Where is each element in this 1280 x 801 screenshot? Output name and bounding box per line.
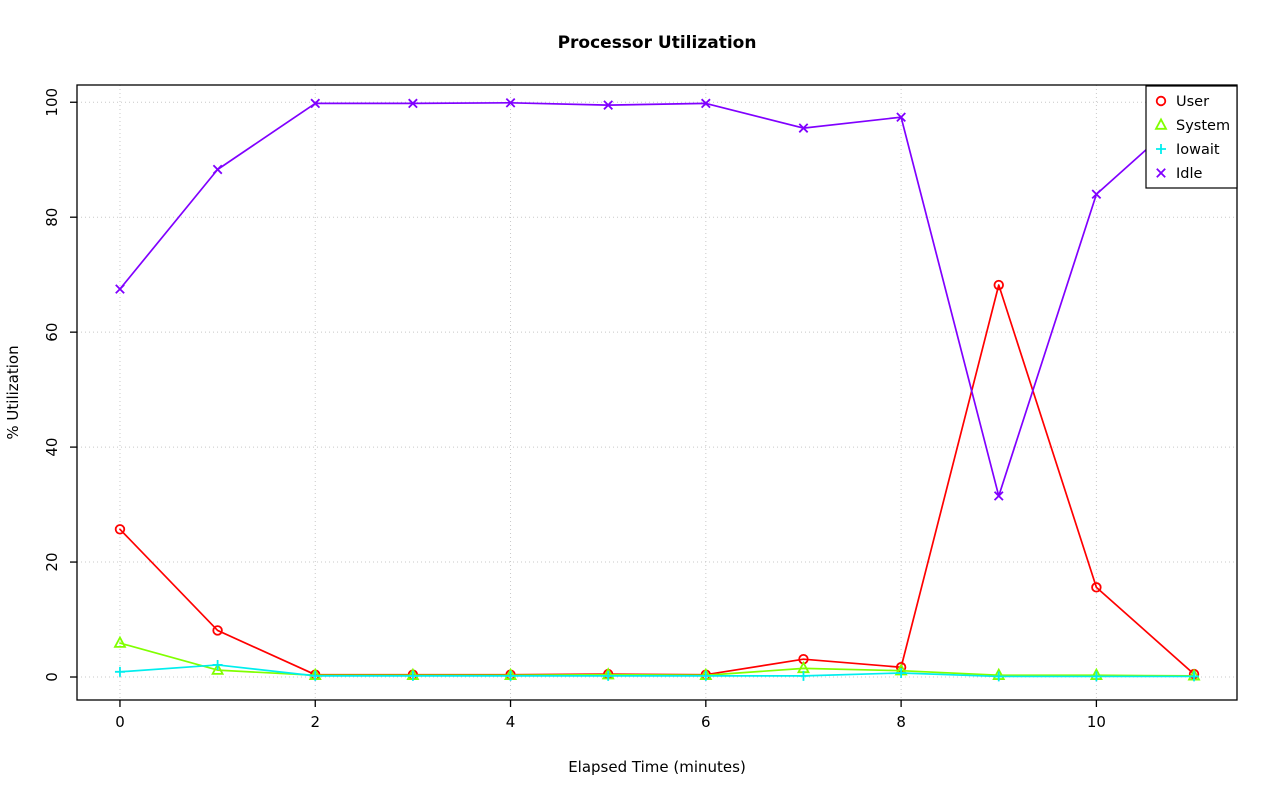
x-tick-label: 8 [896,713,906,731]
data-point-circle [1155,95,1167,107]
legend-item-idle: Idle [1156,166,1203,182]
data-point-x [1091,189,1102,200]
y-tick-label: 100 [43,88,61,117]
legend-label: Idle [1176,166,1203,182]
data-point-plus [114,666,125,677]
legend-item-iowait: Iowait [1156,142,1220,158]
data-point-plus [603,670,614,681]
series-user [114,279,1200,680]
chart-title: Processor Utilization [558,33,757,53]
data-point-triangle [796,660,810,674]
data-point-x [310,98,321,109]
data-point-x [603,100,614,110]
series-line-iowait [119,664,1195,678]
data-point-x [115,284,125,294]
y-tick-label: 0 [43,672,61,682]
data-point-circle [114,524,126,535]
x-axis-label: Elapsed Time (minutes) [568,758,746,776]
legend-label: User [1176,94,1209,110]
y-axis-label: % Utilization [4,345,22,439]
data-point-circle [993,279,1004,291]
data-point-circle [212,625,223,636]
data-point-triangle [1154,117,1168,130]
legend-item-user: User [1155,94,1209,110]
data-point-x [993,491,1004,501]
data-point-x [408,98,418,109]
data-point-plus [1091,671,1102,682]
legend-item-system: System [1154,117,1230,134]
series-iowait [114,659,1200,682]
series-line-idle [119,101,1195,497]
y-tick-label: 80 [43,208,61,227]
data-point-x [212,164,223,175]
data-point-x [700,98,711,109]
data-point-x [798,123,809,133]
plot-border [76,84,1238,701]
data-point-plus [993,671,1004,682]
data-point-triangle [113,635,127,648]
y-tick-label: 40 [43,438,61,457]
x-tick-label: 4 [506,713,516,731]
data-point-triangle [211,662,225,675]
data-point-x [1156,168,1166,178]
data-point-plus [407,670,418,681]
data-point-circle [1091,582,1102,593]
data-point-plus [310,670,321,681]
data-point-plus [798,670,809,681]
x-tick-label: 6 [701,713,711,731]
x-tick-label: 10 [1087,713,1106,731]
legend: User System Iowait Idle [1145,85,1238,189]
axes [70,101,1098,707]
data-point-x [505,97,516,108]
y-tick-label: 20 [43,553,61,572]
x-tick-label: 0 [115,713,125,731]
y-tick-label: 60 [43,323,61,342]
data-point-plus [700,670,711,681]
data-point-plus [1189,671,1200,682]
series-line-user [119,284,1195,676]
series-idle [115,97,1199,501]
gridlines [77,85,1237,700]
legend-label: System [1176,118,1230,134]
data-point-plus [212,659,223,670]
legend-label: Iowait [1176,142,1220,158]
data-point-plus [1156,144,1166,154]
series-system [113,635,1201,681]
data-point-x [896,112,906,123]
legend-box [1145,85,1238,189]
x-tick-label: 2 [310,713,320,731]
data-point-plus [896,667,907,678]
data-point-plus [505,670,516,681]
